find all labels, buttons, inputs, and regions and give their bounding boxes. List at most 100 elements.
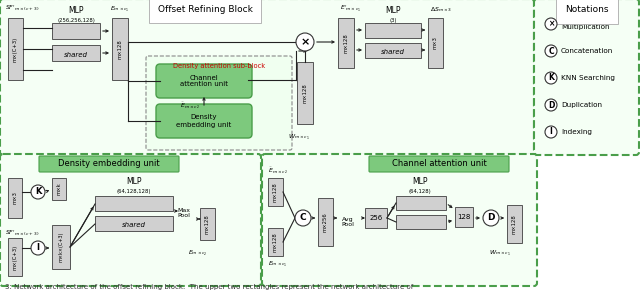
Text: Density attention sub-block: Density attention sub-block	[173, 63, 265, 69]
Text: Element-wise
Multiplication: Element-wise Multiplication	[561, 18, 610, 31]
Text: Channel attention unit: Channel attention unit	[392, 160, 486, 168]
Text: Max
Pool: Max Pool	[177, 208, 191, 218]
Text: Channel
attention unit: Channel attention unit	[180, 74, 228, 88]
Text: C: C	[300, 213, 307, 223]
Text: m×128: m×128	[118, 39, 122, 59]
Bar	[52, 178, 66, 200]
Text: m×128: m×128	[344, 33, 349, 53]
Text: D: D	[487, 213, 495, 223]
Circle shape	[295, 210, 311, 226]
Bar	[95, 196, 173, 211]
Bar	[268, 178, 283, 206]
Text: MLP: MLP	[385, 6, 401, 15]
FancyBboxPatch shape	[39, 156, 179, 172]
Text: MLP: MLP	[68, 6, 84, 15]
Text: (64,128,128): (64,128,128)	[116, 189, 151, 194]
Text: m×128: m×128	[303, 83, 307, 103]
Text: (3): (3)	[389, 18, 397, 23]
Circle shape	[545, 126, 557, 138]
Text: K: K	[35, 188, 41, 196]
Text: m×256: m×256	[323, 212, 328, 232]
Text: m×3: m×3	[13, 192, 17, 204]
Bar	[8, 18, 23, 80]
Bar	[396, 196, 446, 210]
Text: Density embedding unit: Density embedding unit	[58, 160, 160, 168]
Text: $SF'_{m\times(c+3)}$: $SF'_{m\times(c+3)}$	[5, 229, 40, 238]
Text: ×: ×	[300, 37, 310, 47]
Bar	[318, 198, 333, 246]
Text: I: I	[550, 128, 552, 136]
Text: MLP: MLP	[126, 177, 141, 186]
FancyBboxPatch shape	[534, 0, 639, 155]
Circle shape	[31, 241, 45, 255]
Text: D: D	[548, 101, 554, 109]
Text: C: C	[548, 46, 554, 56]
Text: MLP: MLP	[412, 177, 428, 186]
Bar	[52, 45, 100, 61]
Text: shared: shared	[64, 52, 88, 58]
Text: Density
embedding unit: Density embedding unit	[177, 114, 232, 128]
Text: Duplication: Duplication	[561, 102, 602, 108]
Circle shape	[545, 18, 557, 30]
Bar	[507, 205, 522, 243]
Text: I: I	[36, 243, 40, 253]
Bar	[365, 43, 421, 58]
Bar	[428, 18, 443, 68]
Text: $SF'_{m\times(c+3)}$: $SF'_{m\times(c+3)}$	[5, 4, 40, 13]
FancyBboxPatch shape	[369, 156, 509, 172]
Text: K: K	[548, 74, 554, 83]
Text: (64,128): (64,128)	[408, 189, 431, 194]
Bar	[52, 225, 70, 269]
Text: $E_{m\times c_2}$: $E_{m\times c_2}$	[188, 248, 208, 258]
Text: $\tilde{E}_{m\times c_2}$: $\tilde{E}_{m\times c_2}$	[180, 100, 200, 111]
Text: (256,256,128): (256,256,128)	[57, 18, 95, 23]
Text: KNN Searching: KNN Searching	[561, 75, 615, 81]
Bar	[297, 62, 313, 124]
Circle shape	[31, 185, 45, 199]
Bar	[455, 207, 473, 227]
Bar	[95, 216, 173, 231]
FancyBboxPatch shape	[156, 104, 252, 138]
Text: Avg
Pool: Avg Pool	[342, 217, 355, 227]
Text: ×: ×	[548, 19, 554, 29]
Circle shape	[483, 210, 499, 226]
Text: $E'_{m\times c_1}$: $E'_{m\times c_1}$	[340, 4, 362, 14]
Bar	[52, 23, 100, 39]
Bar	[8, 178, 22, 218]
Bar	[365, 208, 387, 228]
Text: $\tilde{E}_{m\times c_2}$: $\tilde{E}_{m\times c_2}$	[268, 165, 287, 176]
Text: 3: Network architecture of the offset refining block.  The upper two rectangles : 3: Network architecture of the offset re…	[5, 284, 413, 290]
Circle shape	[545, 99, 557, 111]
Bar	[200, 208, 215, 240]
Text: m×(C+3): m×(C+3)	[13, 36, 17, 62]
Text: Notations: Notations	[565, 6, 609, 14]
Text: m×k: m×k	[56, 183, 61, 196]
Circle shape	[545, 45, 557, 57]
Text: $E_{m\times c_1}$: $E_{m\times c_1}$	[268, 259, 287, 268]
FancyBboxPatch shape	[146, 56, 292, 150]
Bar	[268, 228, 283, 256]
Text: m×128: m×128	[273, 182, 278, 202]
Text: m×128: m×128	[273, 232, 278, 252]
Text: 128: 128	[458, 214, 470, 220]
Text: $W_{m\times c_1}$: $W_{m\times c_1}$	[489, 248, 511, 258]
Circle shape	[545, 72, 557, 84]
Text: $\Delta S_{m\times 3}$: $\Delta S_{m\times 3}$	[430, 5, 452, 14]
FancyBboxPatch shape	[0, 0, 534, 155]
Text: Indexing: Indexing	[561, 129, 592, 135]
Bar	[396, 215, 446, 229]
Text: $E_{m\times c_1}$: $E_{m\times c_1}$	[110, 4, 130, 14]
Bar	[338, 18, 354, 68]
Text: shared: shared	[381, 49, 405, 55]
FancyBboxPatch shape	[0, 154, 261, 286]
Bar	[365, 23, 421, 38]
Bar	[8, 238, 22, 276]
Circle shape	[296, 33, 314, 51]
Text: 256: 256	[369, 215, 383, 221]
Text: Concatenation: Concatenation	[561, 48, 613, 54]
Text: m×128: m×128	[511, 214, 516, 234]
Text: $W_{m\times c_1}$: $W_{m\times c_1}$	[288, 132, 310, 141]
FancyBboxPatch shape	[156, 64, 252, 98]
FancyBboxPatch shape	[262, 154, 537, 286]
Text: m×3: m×3	[433, 36, 438, 49]
